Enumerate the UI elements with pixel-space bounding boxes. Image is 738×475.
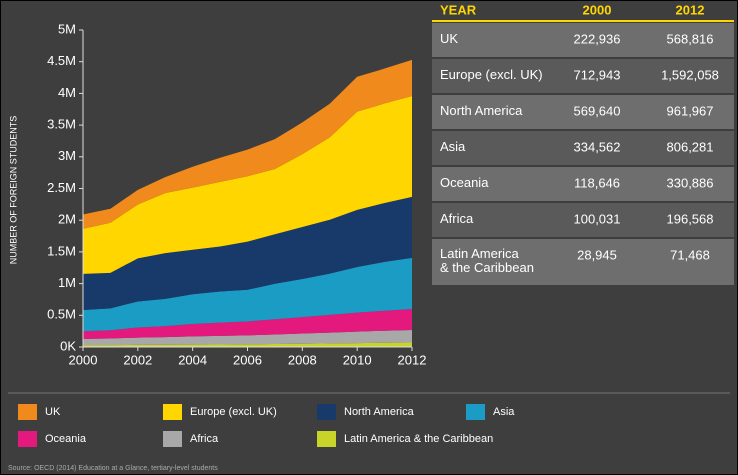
table-row [432,23,734,57]
table-row [432,239,734,285]
table-header: 2000 [583,2,612,17]
y-tick-label: 4M [58,85,76,100]
legend-swatch [18,404,37,420]
y-tick-label: 2M [58,212,76,227]
area [83,196,412,311]
table-header: 2012 [676,2,705,17]
table-cell: 28,945 [577,247,617,262]
area [83,59,412,229]
x-tick-label: 2010 [343,352,372,367]
table-row [432,59,734,93]
area [83,342,412,347]
table-cell: North America [440,103,523,118]
y-tick-label: 2.5M [47,180,76,195]
area [83,95,412,274]
legend-label: Asia [493,406,515,418]
table-cell: UK [440,31,458,46]
table-cell: Asia [440,139,466,154]
legend-swatch [163,404,182,420]
table-cell: 222,936 [574,31,621,46]
table-cell: 806,281 [667,139,714,154]
table-cell: Europe (excl. UK) [440,67,543,82]
x-tick-label: 2006 [233,352,262,367]
x-tick-label: 2012 [398,352,427,367]
table-cell: 568,816 [667,31,714,46]
area [83,330,412,346]
y-tick-label: 0K [60,338,76,353]
legend-label: UK [45,406,61,418]
table-cell: 71,468 [670,247,710,262]
table-header: YEAR [440,2,477,17]
legend-swatch [317,431,336,447]
table-cell: 118,646 [574,175,620,190]
area [83,257,412,332]
legend-swatch [466,404,485,420]
table-cell: 1,592,058 [661,67,719,82]
legend-swatch [317,404,336,420]
table-cell: Latin America & the Caribbean [440,246,534,275]
y-tick-label: 3M [58,148,76,163]
legend-label: Latin America & the Caribbean [344,433,493,445]
x-tick-label: 2004 [178,352,207,367]
table-cell: 330,886 [667,175,714,190]
legend-label: North America [344,406,415,418]
table-cell: Africa [440,211,474,226]
table-cell: 569,640 [574,103,621,118]
x-tick-label: 2002 [123,352,152,367]
x-tick-label: 2000 [69,352,98,367]
table-row [432,131,734,165]
y-tick-label: 1M [58,275,76,290]
y-tick-label: 3.5M [47,117,76,132]
legend-swatch [163,431,182,447]
table-row [432,167,734,201]
source: Source: OECD (2014) Education at a Glanc… [8,465,218,472]
legend-label: Africa [190,433,219,445]
x-tick-label: 2008 [288,352,317,367]
y-tick-label: 4.5M [47,53,76,68]
area [83,309,412,339]
table-cell: 961,967 [667,103,714,118]
table-cell: 196,568 [667,211,714,226]
table-cell: 100,031 [574,211,621,226]
table-cell: 712,943 [574,67,621,82]
legend-swatch [18,431,37,447]
y-tick-label: 0.5M [47,307,76,322]
y-axis-label: NUMBER OF FOREIGN STUDENTS [8,116,18,265]
legend-label: Europe (excl. UK) [190,406,277,418]
y-tick-label: 1.5M [47,243,76,258]
table-row [432,95,734,129]
y-tick-label: 5M [58,21,76,36]
table-cell: 334,562 [574,139,621,154]
table-row [432,203,734,237]
legend-label: Oceania [45,433,87,445]
table-cell: Oceania [440,175,489,190]
